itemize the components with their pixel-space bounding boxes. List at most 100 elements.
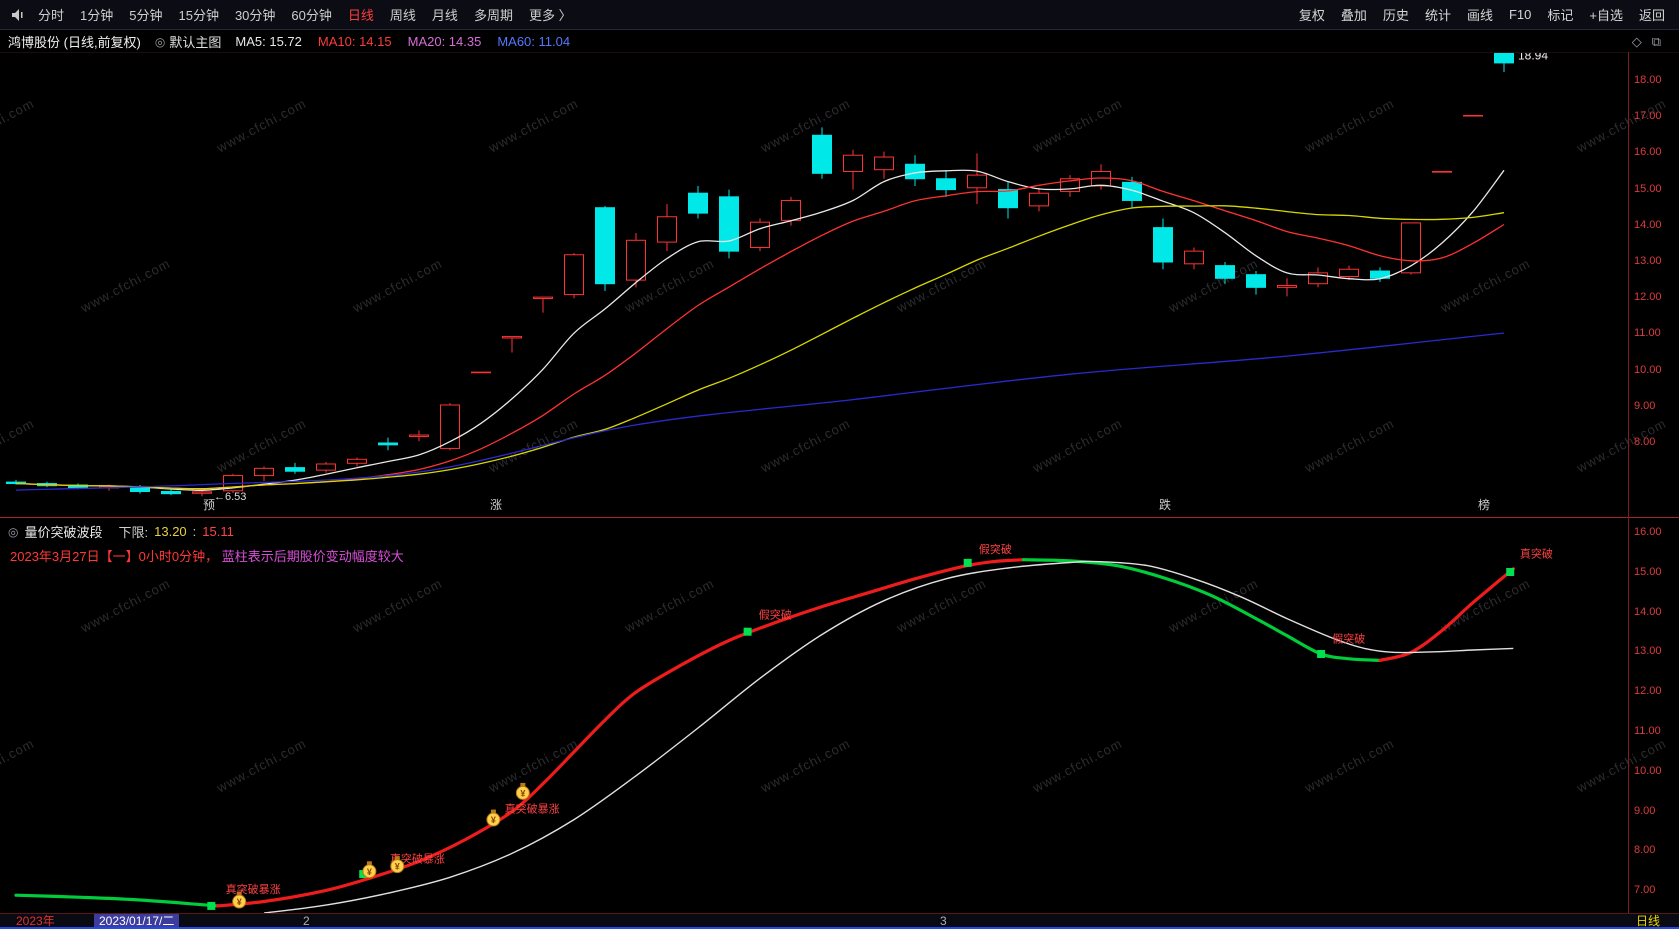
price-tick: 13.00 xyxy=(1634,255,1662,267)
svg-text:¥: ¥ xyxy=(237,897,242,907)
indicator-limit-low-value: 13.20 xyxy=(154,524,187,539)
signal-label: 真突破暴涨 xyxy=(505,801,560,815)
period-tab[interactable]: 15分钟 xyxy=(178,7,219,23)
month-tick: 3 xyxy=(940,914,947,928)
period-tab[interactable]: 1分钟 xyxy=(80,7,114,23)
candle-body xyxy=(502,336,522,339)
candle-body xyxy=(657,216,677,243)
toolbar-button[interactable]: 历史 xyxy=(1382,8,1409,23)
price-tick: 14.00 xyxy=(1634,218,1662,231)
year-label: 2023年 xyxy=(16,914,55,928)
signal-label: 假突破 xyxy=(979,542,1012,556)
ma-value-label: MA10: 14.15 xyxy=(317,34,392,49)
candle-body xyxy=(161,491,181,495)
price-tick: 15.00 xyxy=(1634,182,1662,195)
indicator-title[interactable]: 量价突破波段 xyxy=(24,525,103,540)
band-line-up xyxy=(215,558,1026,908)
price-tick: 8.00 xyxy=(1634,436,1656,448)
period-tab[interactable]: 30分钟 xyxy=(234,7,276,23)
moneybag-marker: ¥ xyxy=(390,856,405,874)
period-tab[interactable]: 周线 xyxy=(389,7,416,23)
price-tick: 7.00 xyxy=(1634,884,1656,897)
price-tick: 9.00 xyxy=(1634,399,1656,412)
candle-body xyxy=(812,134,832,174)
price-tick: 8.00 xyxy=(1634,844,1656,857)
candle-body xyxy=(347,458,367,464)
price-tick: 17.00 xyxy=(1634,110,1662,123)
signal-label: 真突破暴涨 xyxy=(226,882,281,896)
indicator-header: ◎ 量价突破波段 下限: 13.20 : 15.11 xyxy=(8,522,234,541)
price-tick: 10.00 xyxy=(1634,764,1662,777)
svg-text:¥: ¥ xyxy=(395,862,400,872)
candle-body xyxy=(936,178,956,191)
toolbar-button[interactable]: 画线 xyxy=(1466,8,1493,23)
infobar-icons: ◇ ⧉ xyxy=(1632,34,1671,50)
svg-text:¥: ¥ xyxy=(520,788,525,798)
stock-title: 鸿博股份 (日线,前复权) xyxy=(8,35,141,50)
indicator-settings-icon[interactable]: ◎ xyxy=(8,524,19,539)
band-line-down xyxy=(1021,558,1382,662)
price-tick: 14.00 xyxy=(1634,605,1662,618)
indicator-panel: ¥ 真突破暴涨 ¥ 真突破暴涨 ¥ ¥ 真突破暴涨 ¥ 假突破 假突破 假突破 真突破 ◎ 量价突破波… xyxy=(0,517,1679,914)
signal-label: 假突破 xyxy=(759,608,792,622)
period-tab[interactable]: 60分钟 xyxy=(291,7,332,23)
low-price-label: ←6.53 xyxy=(214,491,246,503)
toolbar-button[interactable]: 标记 xyxy=(1547,8,1574,23)
candle-body xyxy=(378,442,398,446)
period-tab[interactable]: 月线 xyxy=(431,7,458,23)
chart-info-bar: 鸿博股份 (日线,前复权) ◎ 默认主图 MA5: 15.72 MA10: 14.… xyxy=(0,31,1679,52)
toolbar-button[interactable]: F10 xyxy=(1508,7,1532,22)
speaker-icon[interactable] xyxy=(6,8,30,22)
period-tab[interactable]: 5分钟 xyxy=(129,7,163,23)
candle-body xyxy=(874,156,894,171)
last-price-label: 18.94 xyxy=(1518,53,1548,63)
period-tab[interactable]: 更多 〉 xyxy=(528,7,572,23)
candle-body xyxy=(595,207,615,285)
speaker-icon-glyph xyxy=(12,8,23,21)
candle-body xyxy=(1246,274,1266,288)
toolbar-button[interactable]: 统计 xyxy=(1424,8,1451,23)
price-tick: 9.00 xyxy=(1634,804,1656,817)
candle-body xyxy=(440,404,460,449)
svg-text:¥: ¥ xyxy=(367,867,372,877)
toolbar-button[interactable]: 返回 xyxy=(1638,8,1665,23)
zone-label: 榜 xyxy=(1478,497,1490,512)
candle-body xyxy=(1029,192,1049,207)
period-tab[interactable]: 多周期 xyxy=(473,7,513,23)
candle-body xyxy=(192,491,212,494)
band-line-down xyxy=(14,893,220,908)
toolbar-button[interactable]: +自选 xyxy=(1589,8,1623,23)
chart-mode-label: 默认主图 xyxy=(169,35,222,50)
period-tab[interactable]: 分时 xyxy=(38,7,65,23)
signal-line xyxy=(263,560,1514,914)
diamond-icon[interactable]: ◇ xyxy=(1631,33,1642,49)
moneybag-marker: ¥ xyxy=(515,782,530,800)
price-tick: 16.00 xyxy=(1634,146,1662,159)
moneybag-marker: ¥ xyxy=(486,809,501,827)
candle-body xyxy=(781,199,801,221)
price-tick: 12.00 xyxy=(1634,291,1662,304)
ma20-line xyxy=(15,205,1505,490)
ma-values: MA5: 15.72 MA10: 14.15 MA20: 14.35 MA60: 11… xyxy=(235,34,570,49)
window-panel-icon[interactable]: ⧉ xyxy=(1651,33,1661,49)
signal-label: 假突破 xyxy=(1332,631,1365,645)
candle-body xyxy=(1215,265,1235,279)
candle-body xyxy=(1494,53,1514,64)
price-tick: 12.00 xyxy=(1634,685,1662,698)
main-chart-canvas: ←6.53 18.94 预 涨 跌 榜 xyxy=(6,53,1548,512)
ma-value-label: MA60: 11.04 xyxy=(497,34,571,49)
toolbar-right-menu: 复权 叠加 历史 统计 画线 F10 标记 +自选 返回 xyxy=(1291,5,1673,24)
breakout-square-marker xyxy=(743,627,752,636)
price-tick: 10.00 xyxy=(1634,363,1662,376)
toolbar-button[interactable]: 叠加 xyxy=(1340,8,1367,23)
toolbar-button[interactable]: 复权 xyxy=(1298,8,1325,23)
period-tab[interactable]: 日线 xyxy=(347,7,374,23)
candle-body xyxy=(564,254,584,296)
selected-date-box[interactable]: 2023/01/17/二 xyxy=(94,914,180,928)
breakout-square-marker xyxy=(1506,568,1515,577)
chart-mode[interactable]: ◎ 默认主图 xyxy=(155,32,222,51)
indicator-limit-high-value: 15.11 xyxy=(202,524,234,539)
moneybag-marker: ¥ xyxy=(232,891,247,909)
